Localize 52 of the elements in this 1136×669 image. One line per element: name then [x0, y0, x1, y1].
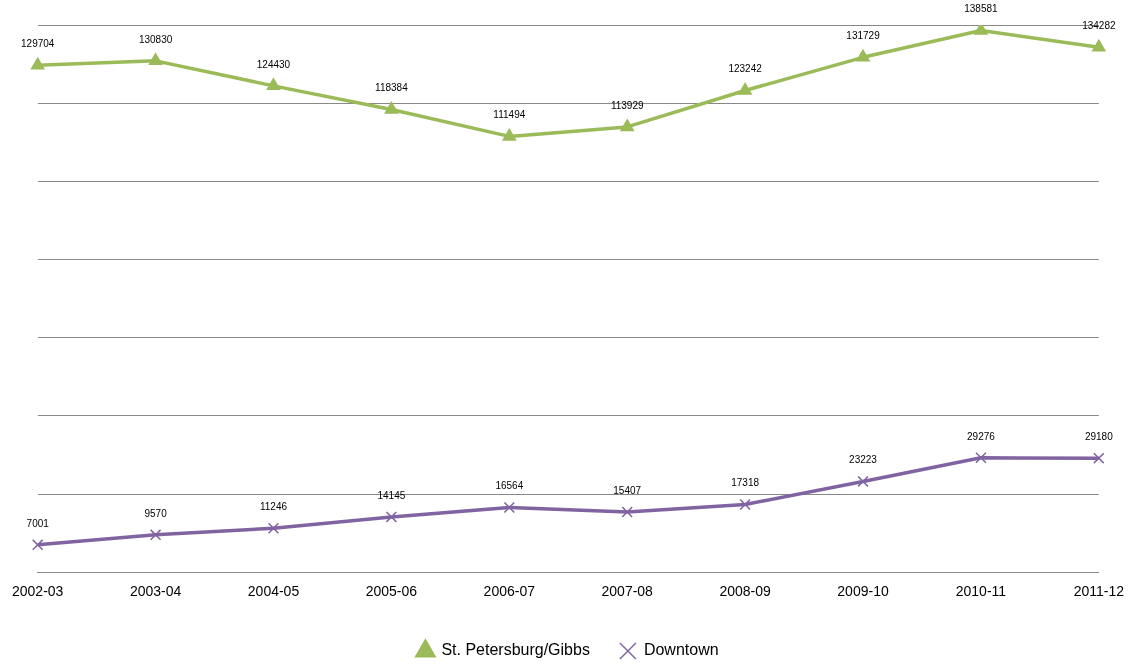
data-label: 16564 — [495, 480, 524, 492]
point — [620, 119, 635, 132]
data-label: 123242 — [728, 63, 763, 75]
data-label: 15407 — [613, 484, 642, 496]
point — [1092, 39, 1106, 52]
x-tick-label: 2006-07 — [483, 583, 536, 600]
legend-label: Downtown — [643, 641, 719, 659]
data-label: 134282 — [1082, 20, 1116, 32]
data-label: 138581 — [964, 3, 999, 15]
data-label: 9570 — [144, 507, 168, 519]
x-tick-label: 2008-09 — [719, 583, 772, 600]
data-label: 113929 — [610, 99, 644, 111]
legend-label: St. Petersburg/Gibbs — [441, 641, 590, 659]
data-label: 124430 — [256, 58, 291, 70]
data-label: 131729 — [846, 30, 881, 42]
x-tick-label: 2003-04 — [129, 583, 182, 600]
x-tick-label: 2007-08 — [601, 583, 654, 600]
point — [974, 25, 988, 35]
x-tick-label: 2004-05 — [247, 583, 300, 600]
point — [738, 82, 752, 95]
point — [385, 511, 398, 523]
point — [266, 78, 281, 91]
point — [975, 452, 987, 464]
point — [30, 57, 45, 70]
point — [739, 498, 751, 511]
point — [856, 49, 870, 62]
data-label: 29180 — [1084, 430, 1114, 442]
data-label: 7001 — [26, 517, 50, 529]
x-tick-label: 2002-03 — [11, 583, 64, 600]
point — [31, 539, 44, 551]
data-label: 129704 — [21, 37, 55, 49]
data-label: 14145 — [377, 489, 406, 501]
data-label: 111494 — [493, 109, 526, 121]
point — [267, 522, 280, 534]
point — [503, 501, 516, 514]
x-tick-label: 2011-12 — [1073, 583, 1125, 600]
point — [148, 53, 163, 66]
point — [502, 128, 517, 141]
point — [621, 506, 633, 518]
data-label: 130830 — [138, 33, 173, 45]
point — [1093, 452, 1105, 464]
x-tick-label: 2009-10 — [837, 583, 889, 600]
data-label: 17318 — [731, 477, 760, 489]
data-label: 29276 — [967, 430, 996, 442]
data-label: 23223 — [849, 454, 878, 466]
point — [149, 529, 162, 541]
x-tick-label: 2005-06 — [365, 583, 418, 600]
point — [857, 475, 869, 488]
point — [384, 101, 399, 114]
data-label: 118384 — [375, 82, 409, 94]
x-tick-label: 2010-11 — [955, 583, 1007, 600]
data-label: 11246 — [259, 500, 288, 512]
